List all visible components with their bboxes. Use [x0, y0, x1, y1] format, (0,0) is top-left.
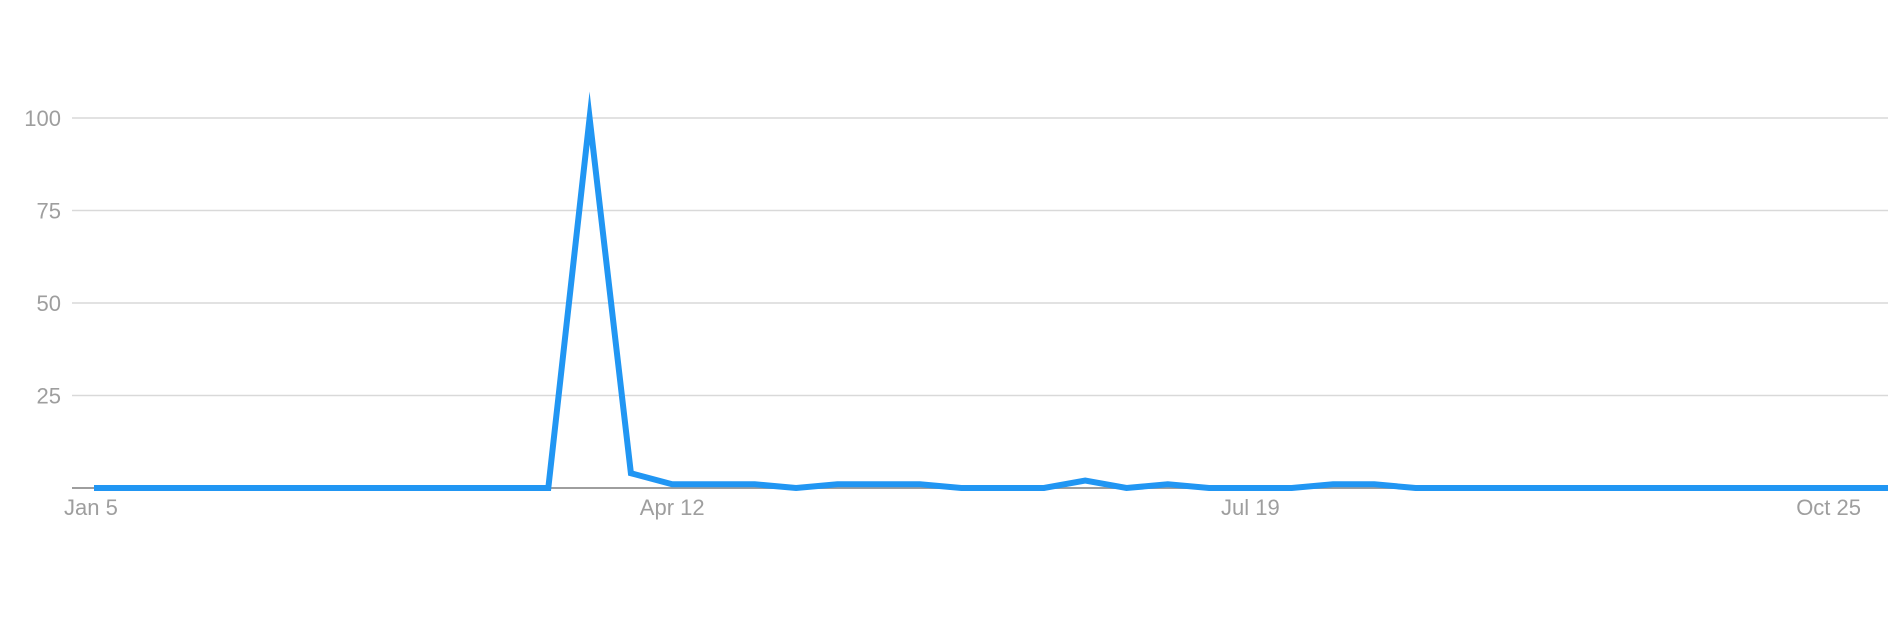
series-line-0 — [94, 91, 1888, 492]
y-tick-label: 100 — [24, 106, 61, 131]
y-axis-ticks: 25 50 75 100 — [24, 106, 61, 409]
y-tick-label: 50 — [37, 291, 61, 316]
x-tick-label: Jul 19 — [1221, 495, 1280, 520]
y-tick-label: 75 — [37, 199, 61, 224]
series-layer — [94, 91, 1888, 492]
x-tick-label: Oct 25 — [1796, 495, 1861, 520]
x-axis-ticks: Jan 5 Apr 12 Jul 19 Oct 25 — [64, 495, 1861, 520]
x-tick-label: Jan 5 — [64, 495, 118, 520]
x-tick-label: Apr 12 — [640, 495, 705, 520]
y-tick-label: 25 — [37, 384, 61, 409]
gridlines — [72, 117, 1888, 397]
